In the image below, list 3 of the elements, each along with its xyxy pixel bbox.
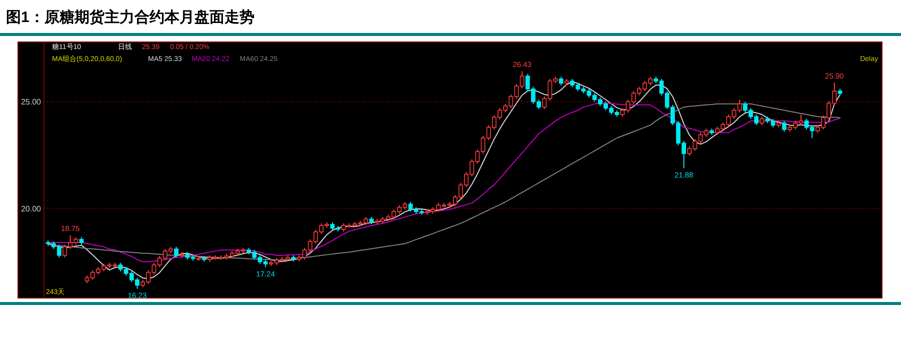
- title: 图1：原糖期货主力合约本月盘面走势: [6, 9, 254, 26]
- ytick: 25.00: [20, 98, 42, 107]
- ytick: 20.00: [20, 204, 42, 214]
